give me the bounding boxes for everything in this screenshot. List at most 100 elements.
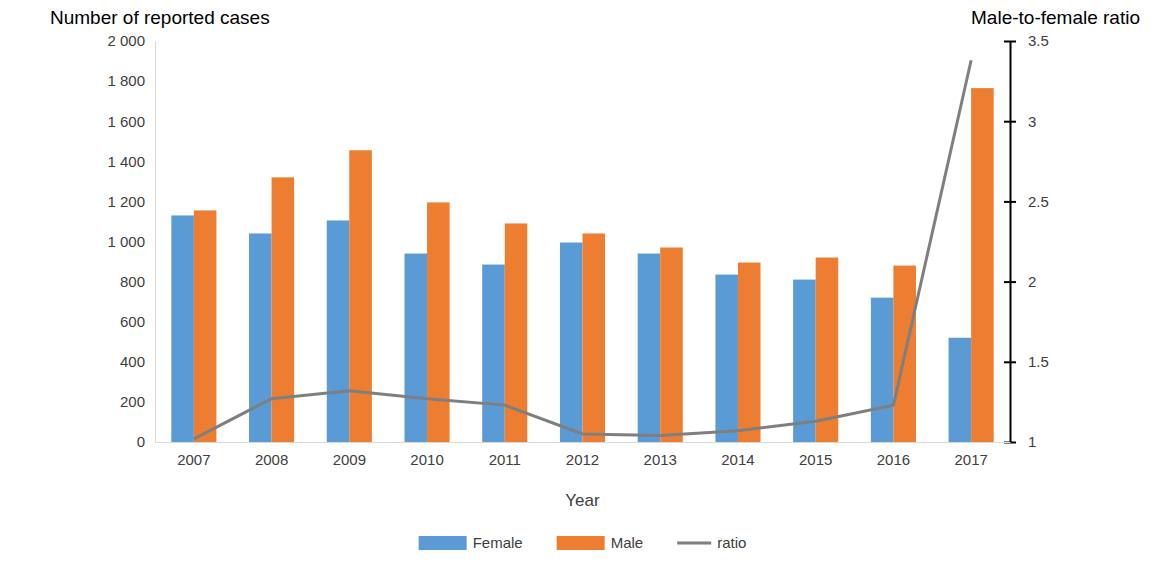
y-tick-label: 0 [137,433,145,450]
y-tick-label: 1 000 [107,233,145,250]
x-tick: 2012 [566,442,599,468]
x-axis-title: Year [565,491,600,510]
x-tick-label: 2013 [644,451,677,468]
y-tick-label: 1 400 [107,153,145,170]
x-tick-label: 2009 [333,451,366,468]
plot: 0 200 400 600 800 1 000 1 200 1 400 1 600 1 800 2 … [107,32,1048,467]
x-tick: 2014 [721,442,754,468]
y-tick-label: 800 [120,273,145,290]
y-tick: 1 200 [107,193,155,210]
bar-series [194,88,994,442]
bar [272,177,295,442]
y2-tick-label: 2 [1028,273,1036,290]
y2-tick-mark [1004,121,1016,123]
y2-axis-title: Male-to-female ratio [971,7,1140,28]
bar [738,263,761,442]
bar [871,298,894,442]
legend: Female Male ratio [419,534,747,551]
bar [171,215,194,442]
y-tick-label: 400 [120,353,145,370]
legend-label: Female [473,534,523,551]
bar [638,254,661,442]
legend-label: ratio [717,534,746,551]
y-axis: 0 200 400 600 800 1 000 1 200 1 400 1 600 1 800 2 … [107,32,155,450]
x-tick-label: 2014 [721,451,754,468]
y2-tick: 2 [1004,273,1036,290]
bar [660,248,683,442]
chart: 0 200 400 600 800 1 000 1 200 1 400 1 600 1 800 2 … [0,0,1160,566]
y2-tick-label: 1 [1028,433,1036,450]
legend-label: Male [611,534,644,551]
y-tick: 600 [120,313,155,330]
x-tick: 2011 [489,442,521,468]
y2-tick: 2.5 [1004,193,1049,210]
x-axis-line [156,442,1011,443]
bar [715,275,738,442]
y-axis-line [155,42,156,443]
x-tick-label: 2008 [255,451,288,468]
bar [971,88,994,442]
legend-swatch [419,536,467,550]
y-axis-title: Number of reported cases [50,7,270,28]
y2-tick: 1.5 [1004,353,1049,370]
bar [427,202,450,442]
y-tick: 1 000 [107,233,155,250]
bar [249,233,272,442]
bar [949,338,972,442]
y-tick: 1 400 [107,153,155,170]
y2-tick-label: 3 [1028,113,1036,130]
x-tick-label: 2015 [799,451,832,468]
legend-item: Female [419,534,523,551]
x-axis: 2007 2008 2009 2010 2011 2012 2013 2014 2015 2016… [156,442,1011,468]
y-tick-label: 200 [120,393,145,410]
y2-axis: 1 1.5 2 2.5 3 3.5 [1004,32,1049,450]
x-tick: 2010 [410,442,443,468]
legend-item: ratio [677,534,746,551]
bar [349,150,372,442]
bar [583,233,606,442]
y-tick: 800 [120,273,155,290]
legend-item: Male [557,534,644,551]
y-tick-label: 2 000 [107,32,145,49]
x-tick: 2008 [255,442,288,468]
y2-tick-mark [1004,361,1016,363]
y-tick: 400 [120,353,155,370]
y2-tick-label: 1.5 [1028,353,1049,370]
x-tick: 2015 [799,442,832,468]
y-tick-label: 1 800 [107,72,145,89]
y2-tick-label: 3.5 [1028,32,1049,49]
x-tick: 2017 [954,442,987,468]
bar [560,243,583,442]
y2-axis-line [1010,42,1012,443]
x-tick-label: 2011 [489,451,521,468]
x-tick-label: 2017 [954,451,987,468]
y2-tick-mark [1004,201,1016,203]
x-tick-label: 2016 [877,451,910,468]
ratio-line [194,60,971,439]
y-tick-label: 1 200 [107,193,145,210]
bar [405,254,428,442]
y-tick-label: 1 600 [107,113,145,130]
y-tick: 1 600 [107,113,155,130]
bar [482,265,505,442]
legend-swatch [557,536,605,550]
x-tick: 2007 [177,442,210,468]
bar [194,210,217,442]
x-tick: 2016 [877,442,910,468]
y-tick-label: 600 [120,313,145,330]
x-tick-label: 2010 [410,451,443,468]
y-tick: 200 [120,393,155,410]
y2-tick-mark [1004,41,1016,43]
legend-swatch [677,542,711,545]
marks [171,60,993,442]
y2-tick: 3.5 [1004,32,1049,49]
x-tick-label: 2007 [177,451,210,468]
x-tick-label: 2012 [566,451,599,468]
y-tick: 1 800 [107,72,155,89]
bar [793,280,816,442]
x-tick: 2009 [333,442,366,468]
y2-tick: 1 [1004,433,1036,450]
bar [327,220,350,442]
y-tick: 2 000 [107,32,155,49]
y2-tick-label: 2.5 [1028,193,1049,210]
